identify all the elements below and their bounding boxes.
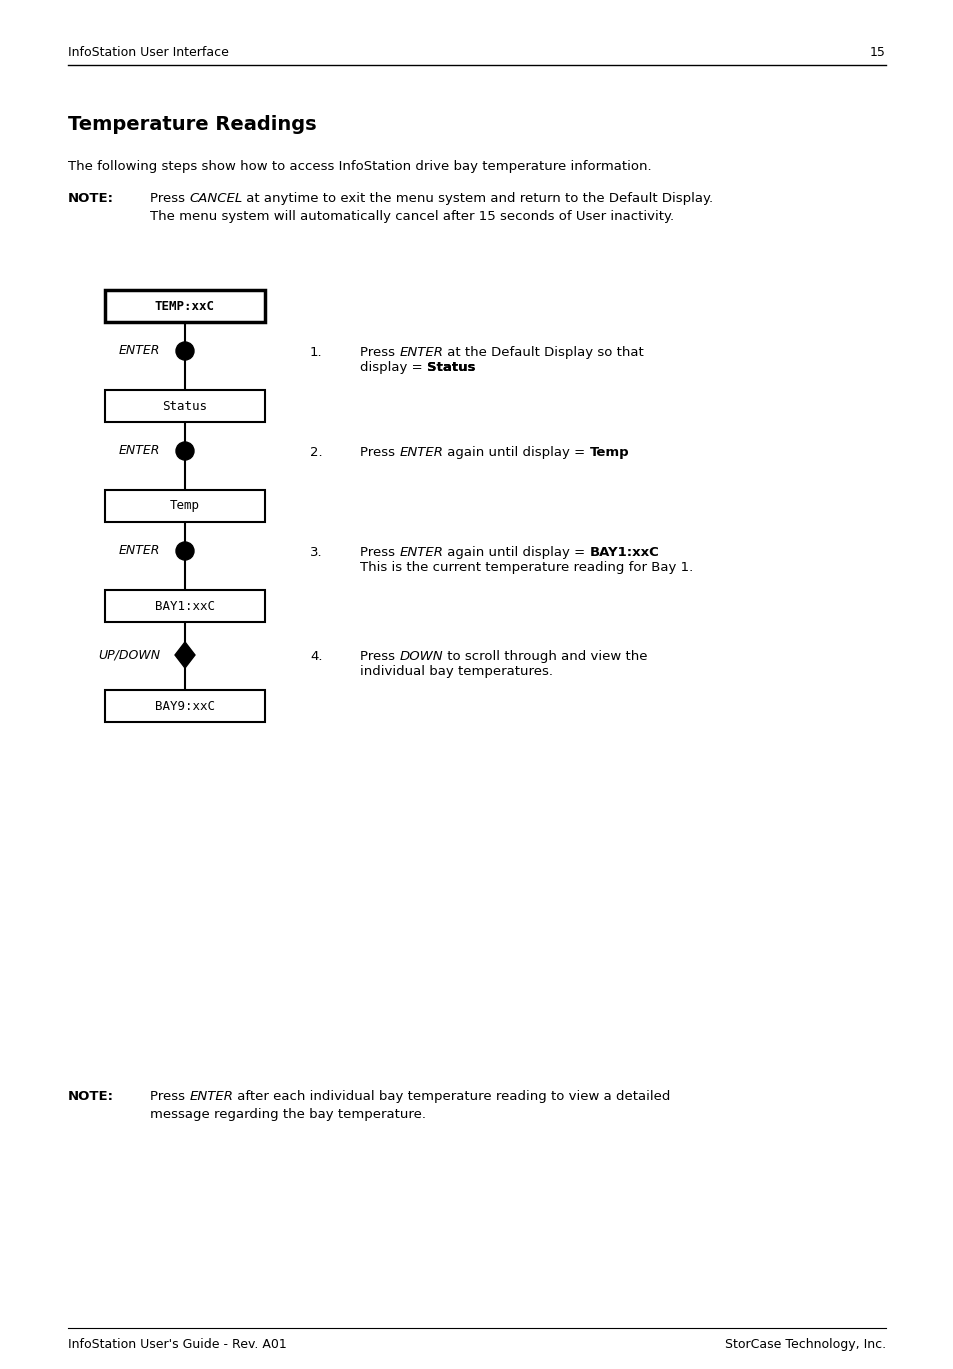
Text: Temp: Temp [170,500,200,512]
Text: This is the current temperature reading for Bay 1.: This is the current temperature reading … [359,561,693,574]
Text: 3.: 3. [310,546,322,559]
Text: 1.: 1. [310,346,322,359]
Text: The following steps show how to access InfoStation drive bay temperature informa: The following steps show how to access I… [68,160,651,172]
Ellipse shape [175,542,193,560]
Bar [105,490,265,522]
Text: NOTE:: NOTE: [68,192,113,205]
Text: ENTER: ENTER [399,346,443,359]
Text: Press: Press [150,192,189,205]
Text: CANCEL: CANCEL [189,192,242,205]
Text: Press: Press [359,346,399,359]
Bar [105,690,265,721]
Text: ENTER: ENTER [118,545,160,557]
Bar [105,590,265,622]
Text: BAY9:xxC: BAY9:xxC [154,700,214,712]
Text: Press: Press [359,546,399,559]
Text: again until display =: again until display = [443,546,589,559]
Text: message regarding the bay temperature.: message regarding the bay temperature. [150,1108,426,1121]
Text: ENTER: ENTER [189,1090,233,1103]
Text: Status: Status [426,361,475,374]
Text: DOWN: DOWN [399,650,442,663]
Text: ENTER: ENTER [399,446,443,459]
Text: ENTER: ENTER [399,546,443,559]
Text: Status: Status [426,361,475,374]
Text: BAY1:xxC: BAY1:xxC [589,546,659,559]
Text: after each individual bay temperature reading to view a detailed: after each individual bay temperature re… [233,1090,670,1103]
Text: UP/DOWN: UP/DOWN [98,649,160,661]
Text: individual bay temperatures.: individual bay temperatures. [359,665,553,678]
Text: Temp: Temp [589,446,629,459]
Text: Temperature Readings: Temperature Readings [68,115,316,134]
Text: again until display =: again until display = [443,446,589,459]
Ellipse shape [175,442,193,460]
Text: to scroll through and view the: to scroll through and view the [442,650,647,663]
Text: display =: display = [359,361,426,374]
Text: StorCase Technology, Inc.: StorCase Technology, Inc. [724,1338,885,1351]
Bar [105,290,265,322]
Text: InfoStation User's Guide - Rev. A01: InfoStation User's Guide - Rev. A01 [68,1338,287,1351]
Polygon shape [174,642,194,668]
Ellipse shape [175,342,193,360]
Text: 15: 15 [869,45,885,59]
Text: InfoStation User Interface: InfoStation User Interface [68,45,229,59]
Text: TEMP:xxC: TEMP:xxC [154,300,214,312]
Text: Press: Press [359,650,399,663]
Text: Press: Press [150,1090,189,1103]
Text: The menu system will automatically cancel after 15 seconds of User inactivity.: The menu system will automatically cance… [150,209,674,223]
Text: BAY1:xxC: BAY1:xxC [154,600,214,612]
Text: Press: Press [359,446,399,459]
Bar [105,390,265,422]
Text: at anytime to exit the menu system and return to the Default Display.: at anytime to exit the menu system and r… [242,192,713,205]
Text: 2.: 2. [310,446,322,459]
Text: ENTER: ENTER [118,445,160,457]
Text: ENTER: ENTER [118,345,160,357]
Text: 4.: 4. [310,650,322,663]
Text: at the Default Display so that: at the Default Display so that [443,346,643,359]
Text: Status: Status [162,400,208,412]
Text: NOTE:: NOTE: [68,1090,113,1103]
